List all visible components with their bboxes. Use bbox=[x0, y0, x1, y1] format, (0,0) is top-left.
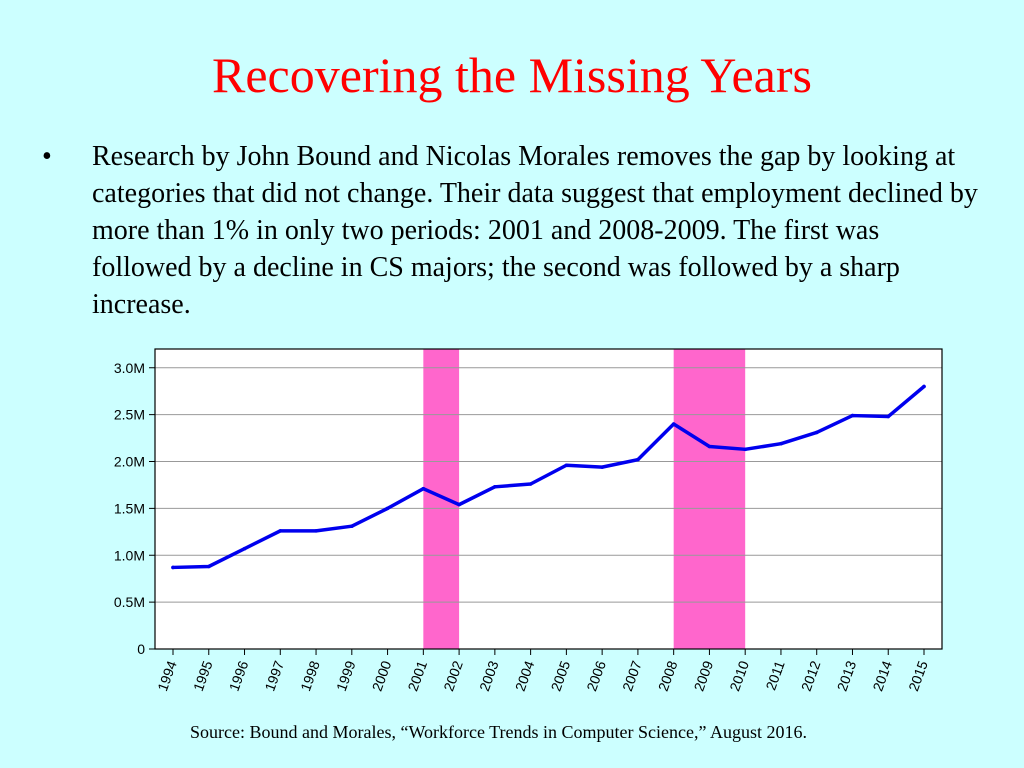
slide-title: Recovering the Missing Years bbox=[212, 47, 812, 103]
source-citation: Source: Bound and Morales, “Workforce Tr… bbox=[190, 722, 807, 742]
data-point bbox=[278, 529, 283, 533]
plot-area bbox=[155, 349, 942, 649]
data-point bbox=[421, 486, 426, 491]
plot-border bbox=[154, 348, 943, 650]
x-tick-label: 2000 bbox=[369, 658, 395, 693]
data-point bbox=[671, 422, 676, 426]
x-tick-label: 2012 bbox=[798, 658, 824, 693]
x-tick-label: 2003 bbox=[476, 658, 502, 693]
y-tick-label: 3.0M bbox=[114, 360, 145, 376]
x-tick-label: 2007 bbox=[619, 658, 645, 693]
x-tick-label: 2011 bbox=[762, 658, 787, 692]
data-point bbox=[636, 457, 640, 462]
y-tick-label: 2.5M bbox=[114, 407, 145, 423]
shaded-period-1 bbox=[423, 349, 460, 649]
x-tick-label: 2006 bbox=[583, 658, 609, 693]
x-tick-label: 1994 bbox=[154, 658, 180, 693]
x-tick-label: 1999 bbox=[333, 658, 359, 693]
series-line bbox=[171, 384, 926, 570]
data-point bbox=[814, 430, 819, 435]
data-point bbox=[564, 463, 569, 468]
data-point bbox=[707, 444, 712, 449]
data-point bbox=[493, 485, 497, 489]
body-paragraph: Research by John Bound and Nicolas Moral… bbox=[92, 141, 978, 320]
shaded-period-2 bbox=[673, 349, 746, 649]
y-tick-label: 1.5M bbox=[114, 500, 145, 516]
x-tick-label: 2008 bbox=[655, 658, 681, 693]
data-point bbox=[743, 447, 747, 452]
data-point bbox=[242, 546, 247, 551]
y-tick-label: 1.0M bbox=[114, 547, 145, 563]
data-point bbox=[528, 482, 533, 486]
x-tick-label: 2005 bbox=[548, 658, 574, 693]
x-tick-label: 1996 bbox=[226, 658, 252, 693]
x-tick-label: 1995 bbox=[190, 658, 216, 693]
data-point bbox=[350, 524, 354, 528]
data-point bbox=[779, 441, 783, 446]
data-point bbox=[922, 384, 926, 389]
x-tick-label: 2002 bbox=[440, 658, 466, 693]
x-tick-label: 2013 bbox=[834, 658, 860, 693]
y-tick-label: 2.0M bbox=[114, 454, 145, 470]
data-point bbox=[314, 529, 318, 533]
data-point bbox=[850, 413, 855, 418]
data-point bbox=[600, 465, 604, 469]
data-point bbox=[206, 564, 211, 569]
y-tick-label: 0 bbox=[137, 641, 145, 657]
x-tick-label: 2015 bbox=[905, 658, 931, 693]
x-tick-label: 1997 bbox=[261, 658, 287, 693]
x-tick-label: 2010 bbox=[726, 658, 752, 693]
x-tick-label: 1998 bbox=[297, 658, 323, 693]
x-tick-label: 2014 bbox=[869, 658, 895, 693]
y-tick-label: 0.5M bbox=[114, 594, 145, 610]
bullet-marker: • bbox=[42, 141, 52, 172]
data-point bbox=[385, 506, 390, 511]
x-tick-label: 2009 bbox=[691, 658, 717, 693]
data-point bbox=[886, 414, 891, 419]
data-point bbox=[171, 565, 175, 570]
data-point bbox=[457, 502, 461, 507]
x-tick-label: 2004 bbox=[512, 658, 538, 693]
x-tick-label: 2001 bbox=[404, 658, 430, 693]
